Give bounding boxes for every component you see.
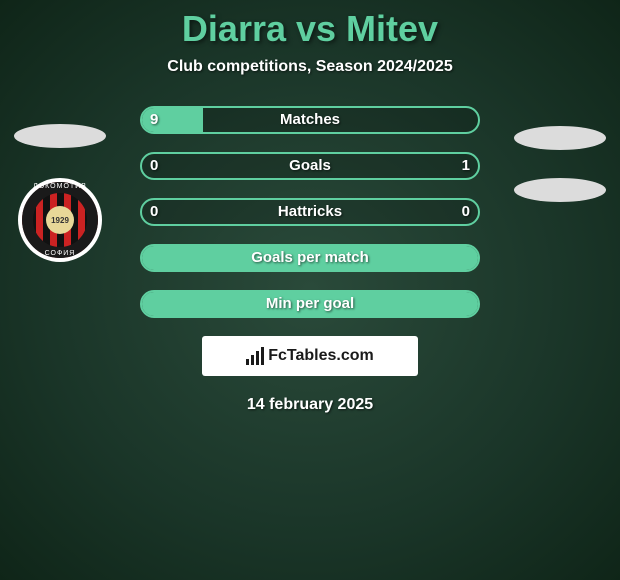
- stat-label: Hattricks: [140, 198, 480, 226]
- page-title: Diarra vs Mitev: [0, 8, 620, 50]
- stat-label: Min per goal: [140, 290, 480, 318]
- stat-row: 9Matches: [140, 106, 480, 134]
- stat-row: Min per goal: [140, 290, 480, 318]
- stat-row: 01Goals: [140, 152, 480, 180]
- watermark-text: FcTables.com: [268, 347, 374, 365]
- date: 14 february 2025: [0, 396, 620, 414]
- bar-chart-icon: [246, 347, 264, 365]
- stat-row: Goals per match: [140, 244, 480, 272]
- stat-label: Goals per match: [140, 244, 480, 272]
- stat-label: Goals: [140, 152, 480, 180]
- subtitle: Club competitions, Season 2024/2025: [0, 58, 620, 76]
- stat-label: Matches: [140, 106, 480, 134]
- stats-section: 9Matches 01Goals 00Hattricks Goals per matc…: [0, 106, 620, 318]
- watermark: FcTables.com: [202, 336, 418, 376]
- stat-row: 00Hattricks: [140, 198, 480, 226]
